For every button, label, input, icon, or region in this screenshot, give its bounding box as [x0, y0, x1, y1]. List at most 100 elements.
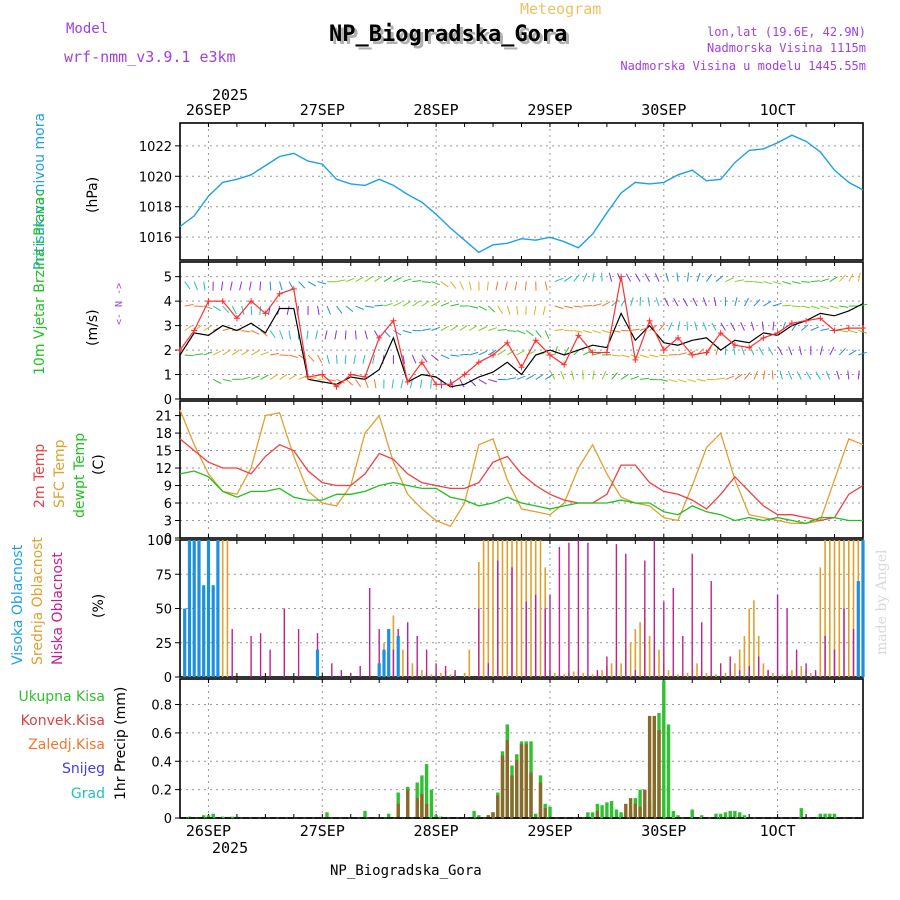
- wind-arrow: [696, 272, 701, 282]
- wind-arrow: [203, 325, 212, 331]
- wind-arrow: [858, 330, 868, 334]
- wind-arrow: [241, 349, 250, 356]
- temp-ylabel-sfc: SFC Temp: [52, 439, 68, 508]
- cloud-mid-bar: [430, 674, 433, 677]
- wind-arrow: [459, 324, 468, 331]
- date-label-top: 28SEP: [414, 101, 459, 119]
- wind-arrow: [725, 277, 734, 283]
- date-label-top: 29SEP: [527, 101, 572, 119]
- wind-arrow: [582, 350, 592, 356]
- wind-arrow: [400, 379, 404, 389]
- wind-arrow: [571, 370, 575, 380]
- wind-arrow: [687, 350, 696, 356]
- wind-gust-marker: [347, 371, 354, 378]
- wind-arrow: [286, 305, 290, 315]
- wind-arrow: [506, 349, 516, 356]
- cloud-mid-bar: [501, 540, 504, 677]
- wind-arrow: [592, 370, 595, 380]
- cloud-low-bar: [739, 670, 741, 677]
- precip-legend-frozen: Zaledj.Kisa: [28, 737, 105, 753]
- precip-conv-bar: [638, 806, 642, 818]
- wind-gust-marker: [305, 373, 312, 380]
- panel-frame: [179, 400, 864, 539]
- wind-arrow: [644, 273, 650, 282]
- wind-arrow: [345, 379, 354, 386]
- wind-arrow: [506, 305, 511, 315]
- wind-arrow: [734, 373, 743, 380]
- wind-gust-marker: [433, 381, 440, 388]
- wind-arrow: [373, 379, 377, 389]
- cloud-low-bar: [758, 656, 760, 677]
- precip-conv-bar: [652, 715, 656, 818]
- cloud-low-bar: [805, 663, 807, 677]
- footer-station: NP_Biogradska_Gora: [330, 863, 482, 879]
- wind-arrow: [250, 306, 253, 316]
- wind-arrow: [336, 378, 345, 384]
- wind-arrow: [317, 354, 323, 364]
- wind-ylabel: 10m Vjetar Brzina i Pravac: [32, 189, 48, 375]
- wind-arrow: [779, 370, 783, 380]
- wind-gust-marker: [632, 356, 639, 363]
- wind-arrow: [658, 354, 669, 357]
- wind-speed-line: [179, 303, 864, 388]
- precip-total-bar: [723, 812, 728, 818]
- ytick-label: 0.2: [151, 784, 172, 799]
- ytick-label: 5: [164, 271, 172, 286]
- wind-arrow: [231, 349, 240, 356]
- wind-arrow: [516, 330, 526, 335]
- wind-arrow: [440, 354, 450, 359]
- wind-arrow: [364, 276, 373, 282]
- cloud-mid-bar: [819, 567, 822, 677]
- wind-arrow: [411, 354, 417, 364]
- wind-arrow: [220, 281, 224, 291]
- wind-arrow: [497, 328, 507, 331]
- wind-arrow: [761, 321, 764, 331]
- wind-arrow: [542, 305, 546, 315]
- wind-arrow: [250, 375, 260, 380]
- wind-gust-marker: [689, 351, 696, 358]
- wind-arrow: [829, 346, 835, 356]
- wind-arrow: [611, 354, 621, 357]
- wind-arrow: [269, 281, 272, 291]
- cloud-mid-bar: [757, 635, 760, 677]
- wind-gust-marker: [860, 325, 866, 332]
- precip-total-bar: [548, 806, 552, 818]
- wind-arrow: [402, 330, 412, 334]
- precip-conv-bar: [496, 795, 500, 818]
- ytick-label: 0: [164, 393, 172, 408]
- wind-arrow: [535, 374, 544, 380]
- wind-arrow: [336, 279, 346, 283]
- wind-arrow: [362, 354, 366, 364]
- ytick-label: 0.6: [151, 727, 172, 742]
- cloud-mid-bar: [762, 663, 765, 677]
- wind-arrow: [326, 305, 331, 315]
- precip-panel: 0 0.2 0.4 0.6 0.8: [151, 678, 864, 827]
- precip-total-bar: [600, 805, 604, 818]
- cloud-low-bar: [544, 608, 546, 677]
- precip-legend-conv: Konvek.Kisa: [21, 713, 105, 729]
- cloud-high-bar: [183, 608, 187, 677]
- wind-arrow: [469, 325, 478, 331]
- wind-gust-marker: [504, 339, 511, 346]
- wind-arrow: [750, 321, 755, 331]
- wind-gust-marker: [475, 359, 482, 366]
- model-elevation: Nadmorska Visina u modelu 1445.55m: [620, 59, 866, 73]
- wind-arrow: [858, 351, 867, 356]
- wind-arrow: [592, 352, 602, 356]
- wind-arrow: [801, 324, 809, 331]
- cloud-mid-bar: [738, 649, 741, 677]
- year-label-bottom: 2025: [212, 839, 248, 857]
- wind-arrow: [848, 330, 858, 334]
- wind-arrow: [554, 328, 564, 331]
- precip-total-bar: [619, 812, 623, 818]
- wind-arrow: [279, 281, 283, 291]
- wind-arrow: [749, 346, 755, 356]
- wind-gust-marker: [376, 334, 383, 341]
- chart-kind: Meteogram: [520, 0, 601, 18]
- wind-arrow: [620, 373, 629, 380]
- wind-arrow: [620, 354, 631, 358]
- cloud-ylabel-mid: Srednja Oblacnost: [30, 537, 46, 665]
- cloud-low-bar: [587, 542, 589, 677]
- wind-arrow: [279, 330, 284, 340]
- cloud-mid-bar: [743, 635, 746, 677]
